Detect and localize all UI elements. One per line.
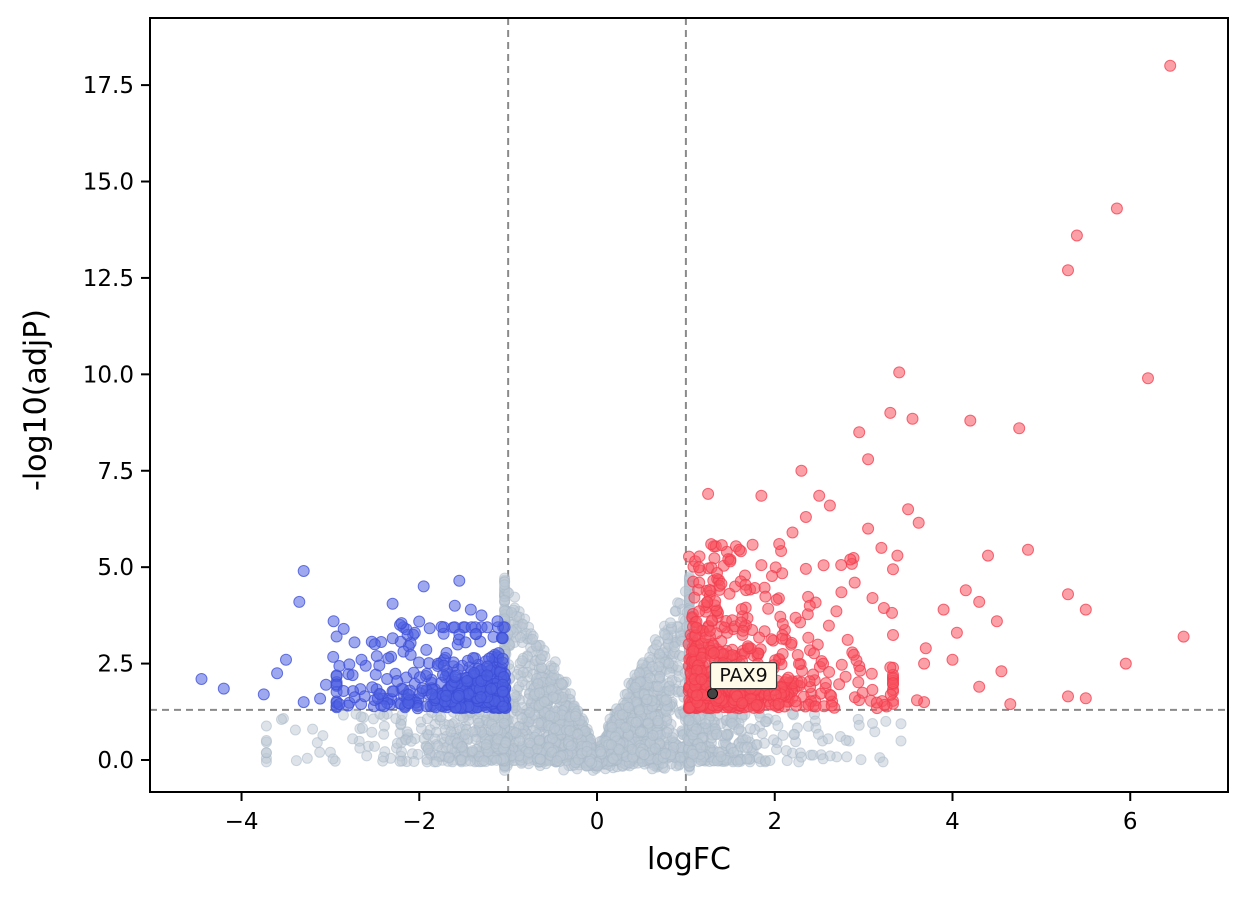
threshold-lines (150, 18, 1228, 792)
annotation-box (709, 662, 778, 690)
axes: −4 −2 0 2 4 6 0.0 2.5 5.0 7.5 10.0 12.5 15.0 17.5 (83, 17, 1229, 835)
y-tick-label: 5.0 (97, 555, 134, 581)
y-tick-label: 17.5 (83, 73, 134, 99)
series-up_outliers (693, 59, 1190, 711)
gene-annotation: PAX9 (707, 662, 778, 700)
x-tick-label: −2 (402, 809, 436, 835)
plot-area: PAX9 (150, 18, 1228, 792)
x-tick-label: −4 (225, 809, 259, 835)
y-axis-label: -log10(adjP) (18, 309, 54, 491)
y-tick-label: 7.5 (97, 459, 134, 485)
y-tick-label: 2.5 (97, 652, 134, 678)
series-down_spread (314, 615, 509, 713)
x-tick-label: 2 (767, 809, 782, 835)
annotated-point (707, 688, 719, 700)
series-not_significant_right_wing (682, 707, 907, 768)
x-tick-label: 0 (590, 809, 605, 835)
x-axis-label: logFC (647, 842, 731, 877)
series-down_outliers (195, 565, 504, 711)
x-tick-label: 4 (945, 809, 960, 835)
y-tick-label: 10.0 (83, 362, 134, 388)
y-tick-label: 15.0 (83, 170, 134, 196)
x-tick-label: 6 (1123, 809, 1138, 835)
annotation-label: PAX9 (719, 665, 767, 687)
series-not_significant_extras (276, 708, 892, 754)
y-tick-label: 0.0 (97, 748, 134, 774)
series-not_significant_left_wing (260, 706, 512, 768)
y-tick-label: 12.5 (83, 266, 134, 292)
axes-spines (149, 17, 1229, 793)
